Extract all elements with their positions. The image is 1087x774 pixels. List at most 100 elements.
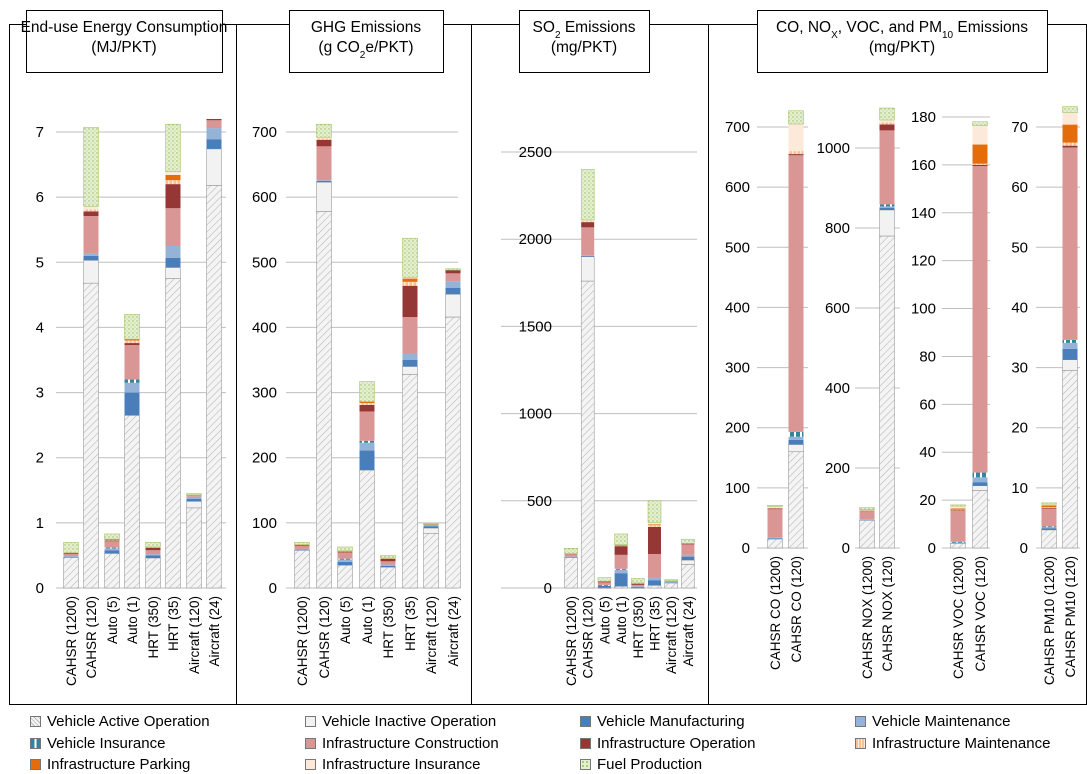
panel-1-bar-cahsr-1200-fuel-production xyxy=(63,542,79,553)
legend-label: Vehicle Active Operation xyxy=(47,713,210,730)
panel-4-sub-3-bar-cahsr-voc-1200-infrastructure-maintenance xyxy=(950,509,966,511)
panel-1-bar-aircraft-120-vehicle-manufacturing xyxy=(186,498,202,502)
panel-4-sub-1-y-tick: 300 xyxy=(725,360,750,377)
panel-2-title-line-1: GHG Emissions xyxy=(311,19,421,36)
panel-1-bar-aircraft-24-vehicle-maintenance xyxy=(206,128,222,140)
panel-3-bar-aircraft-24-vehicle-manufacturing xyxy=(681,556,695,561)
panel-1-category-hrt-35: HRT (35) xyxy=(166,596,181,651)
panel-4-sub-3-bar-cahsr-voc-120-infrastructure-insurance xyxy=(972,125,988,145)
panel-1-bar-hrt-350-vehicle-active-operation xyxy=(145,557,161,589)
panel-4-sub-2-y-tick: 600 xyxy=(825,300,850,317)
legend-swatch-vehicle-maintenance xyxy=(855,716,866,727)
panel-1-bar-hrt-350-infrastructure-maintenance xyxy=(145,546,161,548)
panel-2-y-tick: 600 xyxy=(252,189,277,206)
panel-2-bar-hrt-35-fuel-production xyxy=(402,237,418,278)
panel-3-bar-hrt-35-vehicle-maintenance xyxy=(648,577,661,581)
panel-1-bar-aircraft-24-vehicle-manufacturing xyxy=(206,139,222,149)
panel-2-bar-cahsr-120-vehicle-maintenance xyxy=(316,180,332,182)
panel-3-title-line-1: SO2 Emissions xyxy=(533,19,636,41)
panel-2-bar-auto-1-vehicle-active-operation xyxy=(359,469,375,589)
panel-3-bar-hrt-35-infrastructure-insurance xyxy=(648,522,661,525)
panel-3-bar-aircraft-24-vehicle-maintenance xyxy=(681,554,695,557)
panel-3-bar-auto-5-vehicle-manufacturing xyxy=(597,585,611,588)
panel-1-category-aircraft-24: Aircraft (24) xyxy=(207,596,222,667)
panel-4-sub-2-bar-cahsr-nox-120-infrastructure-operation xyxy=(879,124,895,131)
panel-2-bar-aircraft-120-vehicle-manufacturing xyxy=(423,526,439,529)
panel-2-bar-cahsr-1200-fuel-production xyxy=(294,542,310,545)
panel-3-bar-aircraft-24-vehicle-inactive-operation xyxy=(681,559,695,565)
panel-4-sub-4-bar-cahsr-pm10-1200-vehicle-manufacturing xyxy=(1041,528,1057,530)
panel-4-sub-4-bar-cahsr-pm10-120-infrastructure-maintenance xyxy=(1062,142,1078,146)
panel-4-sub-3-bar-cahsr-voc-120-vehicle-inactive-operation xyxy=(972,485,988,491)
panel-4-sub-3-bar-cahsr-voc-120-infrastructure-construction xyxy=(972,166,988,473)
panel-4-sub-3-y-tick: 100 xyxy=(911,301,936,318)
panel-2-bar-hrt-350-vehicle-maintenance xyxy=(380,564,396,566)
panel-3-bar-hrt-35-infrastructure-construction xyxy=(648,553,661,578)
chart-figure: 0123456701002003004005006007000500100015… xyxy=(9,10,1087,705)
panel-1-bar-cahsr-120-infrastructure-operation xyxy=(83,211,99,217)
panel-2-bar-hrt-350-infrastructure-construction xyxy=(380,561,396,565)
panel-4-sub-4-y-tick: 50 xyxy=(1011,239,1028,256)
legend-swatch-infrastructure-construction xyxy=(305,738,316,749)
panel-1-y-tick: 2 xyxy=(36,450,44,467)
panel-2-bar-auto-5-fuel-production xyxy=(337,546,353,552)
panel-2-bar-cahsr-1200-infrastructure-maintenance xyxy=(294,544,310,546)
panel-1-bar-auto-5-vehicle-insurance xyxy=(104,547,120,549)
panel-4-sub-4-bar-cahsr-pm10-1200-infrastructure-maintenance xyxy=(1041,507,1057,508)
panel-2-bar-auto-5-vehicle-maintenance xyxy=(337,559,353,562)
panel-1-bar-aircraft-120-vehicle-active-operation xyxy=(186,507,202,589)
panel-4-title-box xyxy=(757,10,1048,73)
panel-1-bar-auto-1-vehicle-insurance xyxy=(124,379,140,383)
panel-4-sub-4-category-cahsr-pm10-1200: CAHSR PM10 (1200) xyxy=(1042,556,1057,685)
panel-3-bar-hrt-35-fuel-production xyxy=(647,500,662,523)
panel-2-bar-aircraft-120-fuel-production xyxy=(423,523,439,525)
panel-2-bar-hrt-35-infrastructure-parking xyxy=(402,278,418,282)
panel-3-bar-hrt-350-vehicle-manufacturing xyxy=(631,586,645,588)
panel-4-sub-4-y-tick: 40 xyxy=(1011,299,1028,316)
panel-1-bar-auto-1-infrastructure-construction xyxy=(124,345,140,380)
panel-2-bar-cahsr-120-vehicle-inactive-operation xyxy=(316,181,332,212)
panel-3-bar-auto-5-infrastructure-construction xyxy=(597,582,611,585)
panel-4-sub-2-bar-cahsr-nox-120-infrastructure-construction xyxy=(879,130,895,205)
panel-2-bar-hrt-35-infrastructure-insurance xyxy=(402,277,418,279)
panel-4-sub-1-bar-cahsr-co-1200-vehicle-active-operation xyxy=(767,538,783,549)
panel-4-sub-3-y-tick: 40 xyxy=(919,444,936,461)
panel-1-bar-cahsr-1200-vehicle-manufacturing xyxy=(63,556,79,558)
panel-4-sub-4-bar-cahsr-pm10-120-vehicle-maintenance xyxy=(1062,342,1078,349)
panel-3-category-auto-1: Auto (1) xyxy=(614,596,629,644)
legend-swatch-vehicle-insurance xyxy=(30,738,41,749)
legend-label: Infrastructure Operation xyxy=(597,735,756,752)
panel-4-sub-3-bar-cahsr-voc-1200-infrastructure-operation xyxy=(950,510,966,511)
panel-1-title-line-2: (MJ/PKT) xyxy=(91,39,156,56)
panel-4-sub-1-category-cahsr-co-120: CAHSR CO (120) xyxy=(789,556,804,663)
panel-2-bar-cahsr-1200-vehicle-manufacturing xyxy=(294,549,310,551)
panel-3-y-tick: 2000 xyxy=(519,231,552,248)
panel-4-sub-2-y-tick: 0 xyxy=(842,540,850,557)
panel-4-sub-1-bar-cahsr-co-120-infrastructure-insurance xyxy=(788,123,804,152)
panel-1-bar-aircraft-120-fuel-production xyxy=(186,493,202,496)
panel-3-bar-aircraft-120-vehicle-maintenance xyxy=(664,581,678,583)
panel-4-sub-4-bar-cahsr-pm10-120-vehicle-manufacturing xyxy=(1062,348,1078,360)
panel-4-sub-4-bar-cahsr-pm10-120-infrastructure-operation xyxy=(1062,145,1078,148)
panel-1-y-tick: 4 xyxy=(36,319,44,336)
panel-2-category-auto-5: Auto (5) xyxy=(338,596,353,644)
panel-4-sub-4-y-tick: 60 xyxy=(1011,179,1028,196)
panel-3-bar-auto-1-infrastructure-construction xyxy=(614,554,628,569)
panel-4-sub-2-category-cahsr-nox-120: CAHSR NOX (120) xyxy=(880,556,895,672)
panel-3-title-box xyxy=(519,10,650,73)
panel-4-sub-4-bar-cahsr-pm10-1200-infrastructure-insurance xyxy=(1041,504,1057,506)
panel-2-bar-cahsr-120-vehicle-manufacturing xyxy=(316,180,332,183)
panel-4-sub-4-category-cahsr-pm10-120: CAHSR PM10 (120) xyxy=(1063,556,1078,678)
panel-4-sub-4-bar-cahsr-pm10-1200-vehicle-active-operation xyxy=(1041,529,1057,549)
panel-4-sub-2-bar-cahsr-nox-1200-infrastructure-construction xyxy=(859,511,875,520)
panel-2-bar-hrt-35-infrastructure-maintenance xyxy=(402,281,418,286)
panel-2-bar-aircraft-24-vehicle-maintenance xyxy=(445,281,461,288)
panel-3-bar-hrt-350-infrastructure-maintenance xyxy=(631,582,645,584)
panel-2-bar-hrt-35-vehicle-active-operation xyxy=(402,374,418,589)
panel-1-bar-auto-5-infrastructure-parking xyxy=(104,539,120,540)
panel-2-y-tick: 100 xyxy=(252,515,277,532)
panel-3-bar-auto-1-infrastructure-parking xyxy=(614,544,628,546)
panel-1-bar-hrt-350-infrastructure-construction xyxy=(145,550,161,555)
panel-4-sub-4-y-tick: 20 xyxy=(1011,420,1028,437)
panel-1-bar-aircraft-24-infrastructure-operation xyxy=(206,118,222,121)
